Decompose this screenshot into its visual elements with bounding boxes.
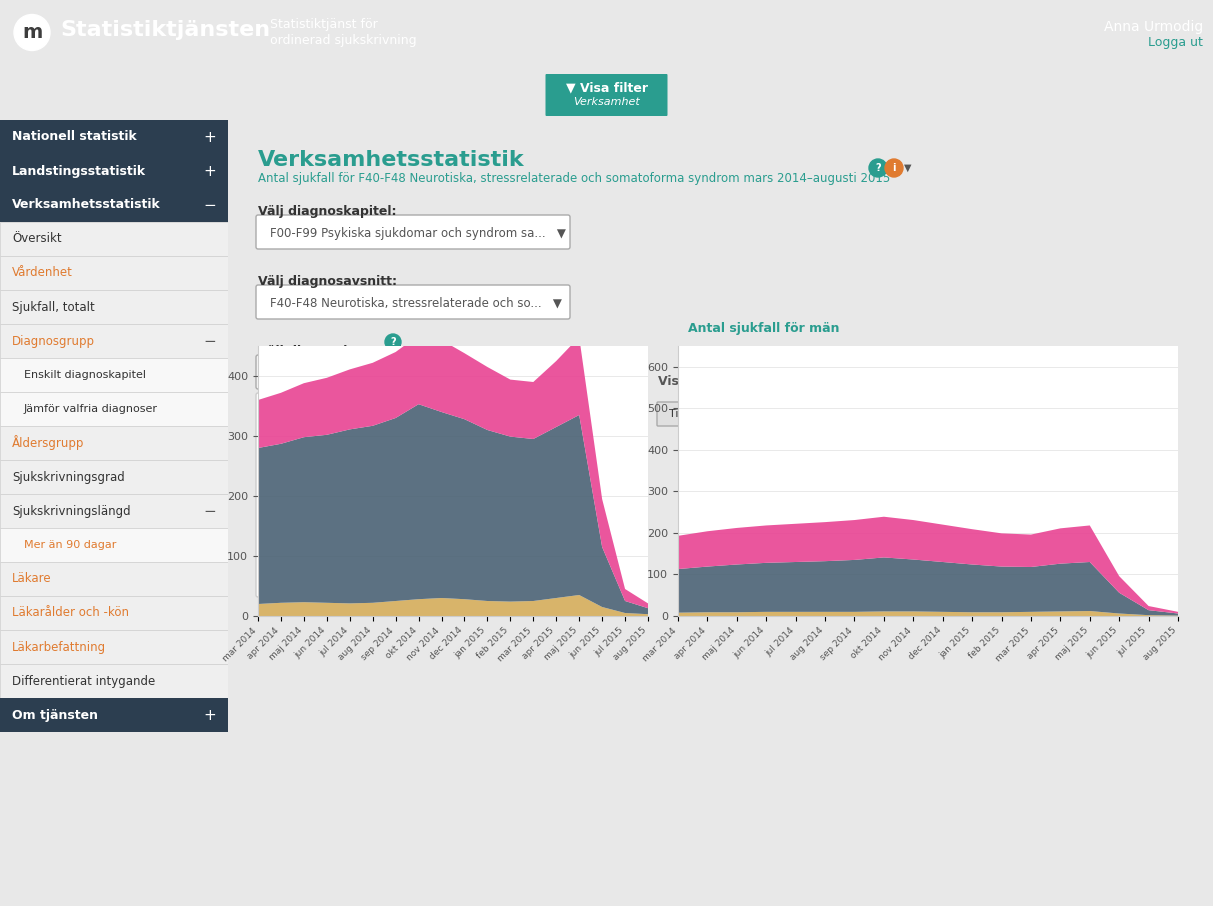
Text: +: + <box>204 163 216 178</box>
Text: ▬: ▬ <box>842 407 855 421</box>
Text: Sjukskrivningsgrad: Sjukskrivningsgrad <box>12 470 125 484</box>
Text: m: m <box>22 23 42 42</box>
Bar <box>0 630 228 664</box>
Text: Mer än 90 dagar: Mer än 90 dagar <box>24 540 116 550</box>
Bar <box>0 392 228 426</box>
Text: ▼ Visa filter: ▼ Visa filter <box>565 82 648 94</box>
Bar <box>0 222 228 256</box>
Text: F43 Anpassningsstörningar och reaktion på svår stress: F43 Anpassningsstörningar och reaktion p… <box>270 499 594 513</box>
Text: Antal sjukfall för kvinnor: Antal sjukfall för kvinnor <box>260 389 434 402</box>
Text: ▼: ▼ <box>425 368 433 378</box>
Bar <box>0 698 228 732</box>
Text: Differentierat intygande: Differentierat intygande <box>12 674 155 688</box>
Text: Verksamhet: Verksamhet <box>573 97 640 107</box>
Text: +: + <box>204 708 216 722</box>
Text: −: − <box>204 198 216 213</box>
Text: Tvärsnitt: Tvärsnitt <box>745 409 793 419</box>
Bar <box>0 460 228 494</box>
Bar <box>0 154 228 188</box>
Text: ?: ? <box>391 337 395 347</box>
Text: Verksamhetsstatistik: Verksamhetsstatistik <box>12 198 161 211</box>
Text: F42 Tvångssyndrom: F42 Tvångssyndrom <box>270 475 389 489</box>
Text: Antal sjukfall för F40-F48 Neurotiska, stressrelaterade och somatoforma syndrom : Antal sjukfall för F40-F48 Neurotiska, s… <box>258 172 890 185</box>
Text: F44 Dissociativa syndrom: F44 Dissociativa syndrom <box>270 524 422 536</box>
Bar <box>0 426 228 460</box>
FancyBboxPatch shape <box>256 285 570 319</box>
FancyBboxPatch shape <box>256 215 570 249</box>
Text: F40 Fobiska syndrom: F40 Fobiska syndrom <box>270 428 394 440</box>
Text: ordinerad sjukskrivning: ordinerad sjukskrivning <box>270 34 416 47</box>
Bar <box>0 188 228 222</box>
Text: Jämför valfria diagnoser: Jämför valfria diagnoser <box>24 404 158 414</box>
Text: Spara/Skriv ut ▼: Spara/Skriv ut ▼ <box>957 409 1048 419</box>
Text: Visa som: Visa som <box>657 375 721 388</box>
Circle shape <box>385 334 402 350</box>
FancyBboxPatch shape <box>657 402 731 426</box>
Text: +: + <box>204 130 216 144</box>
FancyBboxPatch shape <box>943 402 1064 426</box>
Text: Logga ut: Logga ut <box>1149 36 1203 49</box>
Text: F48 Andra neurotiska syndrom: F48 Andra neurotiska syndrom <box>270 572 451 584</box>
Circle shape <box>885 159 902 177</box>
Text: Statistiktjänst för: Statistiktjänst för <box>270 18 377 31</box>
Text: ?: ? <box>876 163 881 173</box>
Text: Översikt: Översikt <box>12 233 62 246</box>
Text: ≈: ≈ <box>910 407 922 421</box>
Text: i: i <box>893 163 895 173</box>
Bar <box>0 358 228 392</box>
Text: Välj diagnoskapitel:: Välj diagnoskapitel: <box>258 205 397 218</box>
FancyBboxPatch shape <box>866 402 898 426</box>
Text: Antal sjukfall för män: Antal sjukfall för män <box>688 323 839 335</box>
Text: Statistiktjänsten: Statistiktjänsten <box>59 21 270 41</box>
Text: Typ av diagram: Typ av diagram <box>833 375 940 388</box>
Text: Sjukfall, totalt: Sjukfall, totalt <box>12 301 95 313</box>
Bar <box>0 596 228 630</box>
Text: Enskilt diagnoskapitel: Enskilt diagnoskapitel <box>24 370 146 380</box>
Text: Välj diagnoskategori: Välj diagnoskategori <box>270 403 391 417</box>
Bar <box>0 562 228 596</box>
Text: ∿: ∿ <box>876 407 888 421</box>
FancyBboxPatch shape <box>256 393 630 597</box>
Circle shape <box>869 159 887 177</box>
Text: Diagnosgrupp: Diagnosgrupp <box>12 334 95 348</box>
Bar <box>0 494 228 528</box>
Text: F40-F48 Neurotiska, stressrelaterade och so...   ▼: F40-F48 Neurotiska, stressrelaterade och… <box>270 296 562 310</box>
Text: Anna Urmodig: Anna Urmodig <box>1104 20 1203 34</box>
Bar <box>0 528 228 562</box>
Text: Verksamhetsstatistik: Verksamhetsstatistik <box>258 150 525 170</box>
Text: F41 Andra ångestsyndrom: F41 Andra ångestsyndrom <box>270 451 426 465</box>
Text: Välj diagnosavsnitt:: Välj diagnosavsnitt: <box>258 275 397 288</box>
Text: Tidsserie: Tidsserie <box>670 409 719 419</box>
Text: Läkarbefattning: Läkarbefattning <box>12 641 106 653</box>
Bar <box>0 256 228 290</box>
Text: Om tjänsten: Om tjänsten <box>12 708 98 721</box>
Text: −: − <box>204 504 216 518</box>
Text: Läkarålder och -kön: Läkarålder och -kön <box>12 606 129 620</box>
Text: Vårdenhet: Vårdenhet <box>12 266 73 279</box>
Text: Nationell statistik: Nationell statistik <box>12 130 137 143</box>
Text: Välj diagnoskategori: Välj diagnoskategori <box>270 367 391 380</box>
Bar <box>0 324 228 358</box>
Text: Åldersgrupp: Åldersgrupp <box>12 436 85 450</box>
Text: Sjukskrivningslängd: Sjukskrivningslängd <box>12 505 131 517</box>
FancyBboxPatch shape <box>546 74 667 116</box>
Text: Välj diagnoskategori:: Välj diagnoskategori: <box>258 345 408 358</box>
Text: F45 Somatoforma syndrom: F45 Somatoforma syndrom <box>270 547 431 561</box>
Bar <box>0 290 228 324</box>
FancyBboxPatch shape <box>256 355 435 389</box>
Text: Läkare: Läkare <box>12 573 52 585</box>
Bar <box>0 120 228 154</box>
Text: Landstingsstatistik: Landstingsstatistik <box>12 165 146 178</box>
FancyBboxPatch shape <box>900 402 932 426</box>
Circle shape <box>15 14 50 51</box>
Text: ▼: ▼ <box>904 163 911 173</box>
FancyBboxPatch shape <box>832 402 864 426</box>
Bar <box>0 664 228 698</box>
Text: F00-F99 Psykiska sjukdomar och syndrom sa...   ▼: F00-F99 Psykiska sjukdomar och syndrom s… <box>270 226 566 239</box>
FancyBboxPatch shape <box>731 402 805 426</box>
Text: −: − <box>204 333 216 349</box>
